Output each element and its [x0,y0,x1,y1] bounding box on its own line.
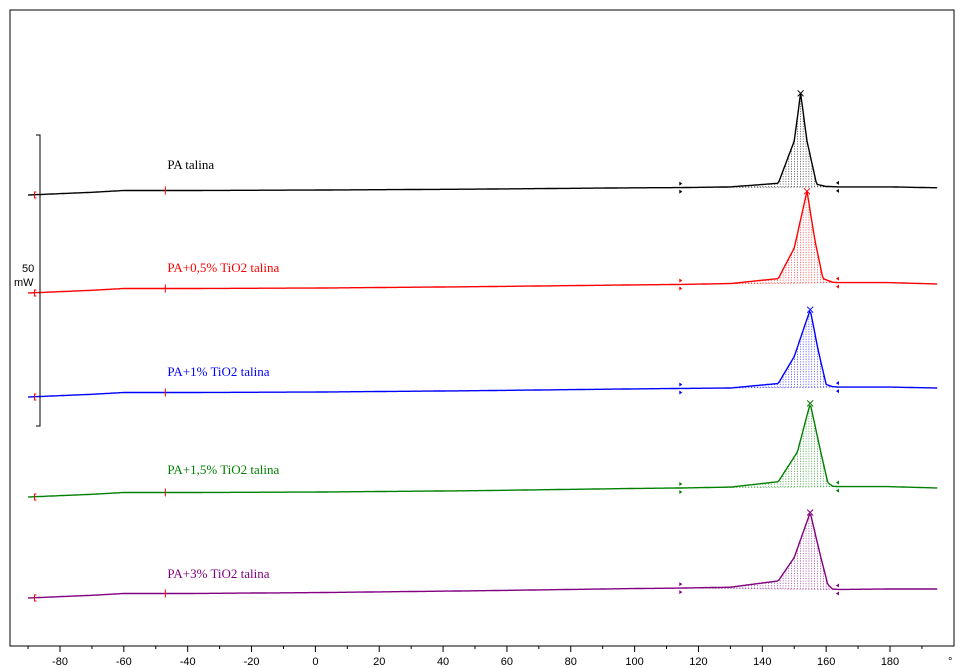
scale-bar: 50 mW [14,134,41,427]
x-tick-label: 20 [373,656,385,668]
peak-marker [797,89,804,97]
scale-bar-value: 50 [22,263,34,275]
limit-arrow [679,181,683,186]
series-line [28,191,938,294]
limit-arrow [835,276,839,281]
x-tick-label: 40 [437,656,449,668]
series-label: PA+1% TiO2 talina [167,364,269,379]
start-marker [33,289,37,297]
plot-frame [9,9,955,647]
series-4: PA+1,5% TiO2 talina [28,400,938,501]
start-marker [33,594,37,602]
series-5: PA+3% TiO2 talina [28,509,938,602]
series-3: PA+1% TiO2 talina [28,306,938,401]
x-tick-label: 120 [689,656,707,668]
x-tick-label: 60 [501,656,513,668]
series-line [28,404,938,498]
series-label: PA+3% TiO2 talina [167,566,269,581]
limit-arrow [835,381,839,386]
limit-arrow [679,286,683,291]
limit-arrow [835,284,839,289]
x-tick-label: -80 [52,656,68,668]
limit-arrow [835,480,839,485]
limit-arrow [679,189,683,194]
limit-arrow [679,490,683,494]
limit-arrow [835,188,839,193]
start-marker [33,191,37,199]
limit-arrow [835,583,839,588]
start-marker [33,493,37,501]
peak-marker [803,187,811,195]
x-tick-label: 180 [881,656,899,668]
series-label: PA+1,5% TiO2 talina [167,462,279,477]
series-line [28,513,938,599]
limit-arrow [679,278,683,283]
scale-bar-bracket [36,134,41,427]
series-2: PA+0,5% TiO2 talina [28,187,938,297]
series-label: PA talina [167,157,214,172]
x-tick-label: 100 [625,656,643,668]
limit-arrow [835,180,839,185]
limit-arrow [679,482,683,486]
limit-arrow [835,389,839,394]
peak-marker [806,509,814,516]
limit-arrow [679,382,683,387]
traces-layer: PA talina PA+0,5% TiO2 talina PA+1% TiO2 t… [28,89,938,602]
x-tick-label: -40 [180,656,196,668]
x-tick-label: 160 [817,656,835,668]
x-tick-label: -60 [116,656,132,668]
limit-arrow [835,488,839,493]
peak-marker [806,306,814,314]
x-tick-label: 140 [753,656,771,668]
series-1: PA talina [28,89,938,199]
start-marker [33,393,37,401]
series-line [28,310,938,398]
x-tick-label: 0 [312,656,318,668]
x-axis: -80 -60 -40 -20 0 20 40 60 80 100 120 140 160 180 ° [10,645,954,668]
limit-arrow [835,591,839,596]
x-axis-unit: ° [948,656,952,668]
limit-arrow [679,590,683,595]
series-label: PA+0,5% TiO2 talina [167,260,279,275]
x-tick-label: 80 [565,656,577,668]
scale-bar-unit: mW [14,277,34,289]
x-tick-label: -20 [244,656,260,668]
peak-marker [806,400,814,407]
limit-arrow [679,582,683,587]
limit-arrow [679,390,683,395]
series-line [28,93,938,196]
